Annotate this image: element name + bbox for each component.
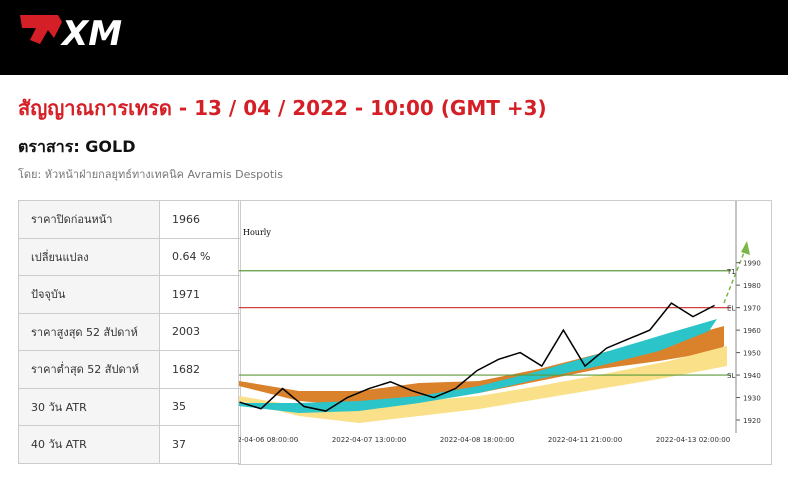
y-tick-label: 1940: [743, 372, 761, 380]
y-tick-label: 1960: [743, 327, 761, 335]
x-tick-label: 2022-04-11 21:00:00: [548, 436, 622, 444]
table-row: 40 วัน ATR 37: [18, 425, 241, 464]
value-cell: 2003: [159, 312, 241, 351]
table-row: ปัจจุบัน 1971: [18, 275, 241, 314]
value-cell: 1971: [159, 275, 241, 314]
table-row: ราคาสูงสุด 52 สัปดาห์ 2003: [18, 312, 241, 351]
label-cell: ราคาต่ำสุด 52 สัปดาห์: [18, 350, 160, 389]
x-tick-label: 2022-04-13 02:00:00: [656, 436, 730, 444]
author: โดย: หัวหน้าฝ่ายกลยุทธ์ทางเทคนิค Avramis…: [18, 168, 283, 181]
price-line: [239, 302, 715, 412]
x-tick-label: 2022-04-07 13:00:00: [332, 436, 406, 444]
header: XM: [0, 0, 788, 75]
y-tick-label: 1930: [743, 395, 761, 403]
y-tick-label: 1970: [743, 305, 761, 313]
label-cell: 40 วัน ATR: [18, 425, 160, 464]
y-tick-label: 1920: [743, 417, 761, 425]
level-label: EL: [727, 305, 735, 313]
value-cell: 0.64 %: [159, 237, 241, 276]
band: [239, 346, 727, 423]
y-tick-label: 1980: [743, 282, 761, 290]
value-cell: 35: [159, 387, 241, 426]
table-row: ราคาต่ำสุด 52 สัปดาห์ 1682: [18, 350, 241, 389]
band: [239, 319, 717, 413]
value-cell: 1966: [159, 200, 241, 239]
y-tick-label: 1990: [743, 260, 761, 268]
level-label: T1: [726, 268, 736, 276]
value-cell: 37: [159, 425, 241, 464]
chart: Hourly 1920 1930 1940 1950 1960 1970 1980 1990 T1…: [238, 200, 772, 465]
y-tick-label: 1950: [743, 350, 761, 358]
label-cell: เปลี่ยนแปลง: [18, 237, 160, 276]
instrument: ตราสาร: GOLD: [18, 137, 136, 156]
logo-mark: [20, 15, 62, 44]
x-tick-label: 2022-04-06 08:00:00: [238, 436, 298, 444]
value-cell: 1682: [159, 350, 241, 389]
logo: XM: [20, 14, 122, 54]
label-cell: ราคาสูงสุด 52 สัปดาห์: [18, 312, 160, 351]
logo-text: XM: [60, 14, 122, 54]
page-title: สัญญาณการเทรด - 13 / 04 / 2022 - 10:00 (…: [18, 96, 547, 120]
table-row: เปลี่ยนแปลง 0.64 %: [18, 237, 241, 276]
level-label: SL: [727, 372, 735, 380]
stats-table: ราคาปิดก่อนหน้า 1966 เปลี่ยนแปลง 0.64 % ปัจจ…: [18, 200, 241, 464]
arrow-head: [741, 241, 750, 255]
label-cell: ปัจจุบัน: [18, 275, 160, 314]
table-row: 30 วัน ATR 35: [18, 387, 241, 426]
table-row: ราคาปิดก่อนหน้า 1966: [18, 200, 241, 239]
chart-title: Hourly: [243, 228, 271, 237]
label-cell: ราคาปิดก่อนหน้า: [18, 200, 160, 239]
label-cell: 30 วัน ATR: [18, 387, 160, 426]
x-tick-label: 2022-04-08 18:00:00: [440, 436, 514, 444]
